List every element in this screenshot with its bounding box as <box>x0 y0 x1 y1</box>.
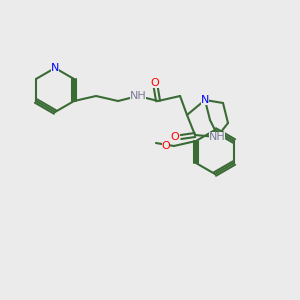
Text: O: O <box>162 141 170 151</box>
Text: N: N <box>51 63 59 73</box>
Text: N: N <box>201 95 209 105</box>
Text: NH: NH <box>130 91 146 101</box>
Text: O: O <box>171 132 179 142</box>
Text: O: O <box>151 78 159 88</box>
Text: NH: NH <box>208 132 225 142</box>
